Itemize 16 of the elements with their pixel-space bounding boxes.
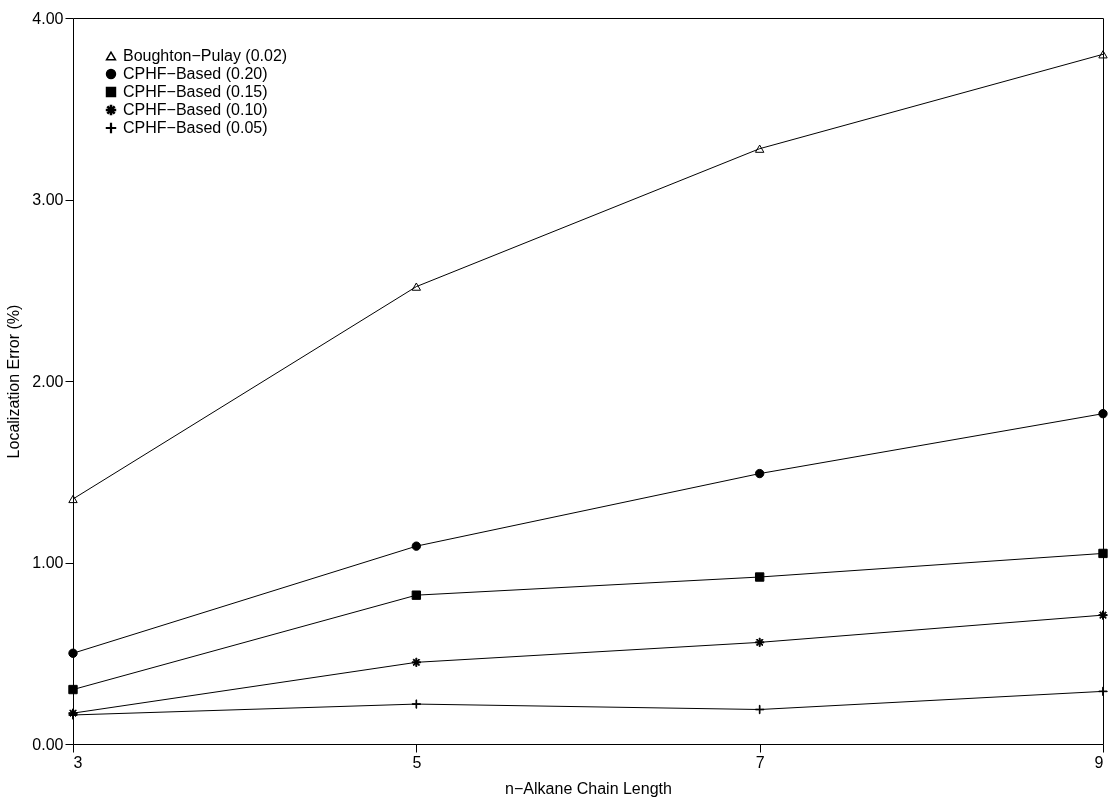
y-axis-title: Localization Error (%) — [5, 304, 23, 459]
x-tick-label: 9 — [1094, 753, 1104, 771]
y-tick-label: 2.00 — [32, 372, 64, 390]
legend-label: CPHF−Based (0.20) — [123, 65, 268, 82]
y-tick-label: 3.00 — [32, 191, 64, 208]
x-tick-label: 7 — [755, 753, 765, 771]
y-tick-label: 0.00 — [32, 735, 64, 753]
x-tick-label: 5 — [412, 753, 422, 771]
legend-label: CPHF−Based (0.15) — [123, 83, 268, 100]
y-tick-label: 1.00 — [32, 554, 64, 571]
legend-label: CPHF−Based (0.05) — [123, 119, 268, 136]
y-tick-label: 4.00 — [32, 9, 64, 27]
x-axis-title: n−Alkane Chain Length — [505, 779, 672, 797]
legend-label: Boughton−Pulay (0.02) — [123, 47, 288, 64]
legend-label: CPHF−Based (0.10) — [123, 101, 268, 118]
x-tick-label: 3 — [73, 753, 83, 771]
